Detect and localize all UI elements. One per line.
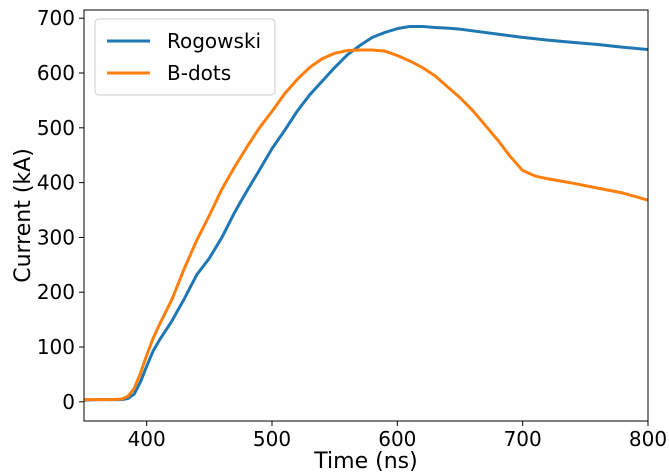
plot-lines xyxy=(84,24,648,402)
y-tick-label: 600 xyxy=(37,61,75,85)
y-tick-label: 300 xyxy=(37,225,75,249)
y-tick-label: 700 xyxy=(37,6,75,30)
y-tick-label: 100 xyxy=(37,335,75,359)
legend-label-rogowski: Rogowski xyxy=(167,29,261,53)
y-tick-label: 200 xyxy=(37,280,75,304)
series-line-b-dots xyxy=(84,48,648,402)
y-tick-label: 0 xyxy=(62,390,75,414)
x-tick-label: 500 xyxy=(253,427,291,451)
y-axis-ticks: 0 100 200 300 400 500 600 700 xyxy=(37,6,84,414)
plot-frame xyxy=(83,9,649,422)
legend-box xyxy=(94,18,276,96)
x-axis-label: Time (ns) xyxy=(313,449,417,474)
y-tick-label: 500 xyxy=(37,116,75,140)
x-tick-label: 600 xyxy=(378,427,416,451)
x-axis-ticks: 400 500 600 700 800 xyxy=(128,421,667,451)
x-tick-label: 800 xyxy=(629,427,667,451)
x-tick-label: 400 xyxy=(128,427,166,451)
x-tick-label: 700 xyxy=(504,427,542,451)
y-tick-label: 400 xyxy=(37,171,75,195)
y-axis-label: Current (kA) xyxy=(11,148,36,283)
legend: Rogowski B-dots xyxy=(94,18,276,96)
legend-label-b-dots: B-dots xyxy=(167,61,231,85)
series-line-rogowski xyxy=(84,24,648,402)
